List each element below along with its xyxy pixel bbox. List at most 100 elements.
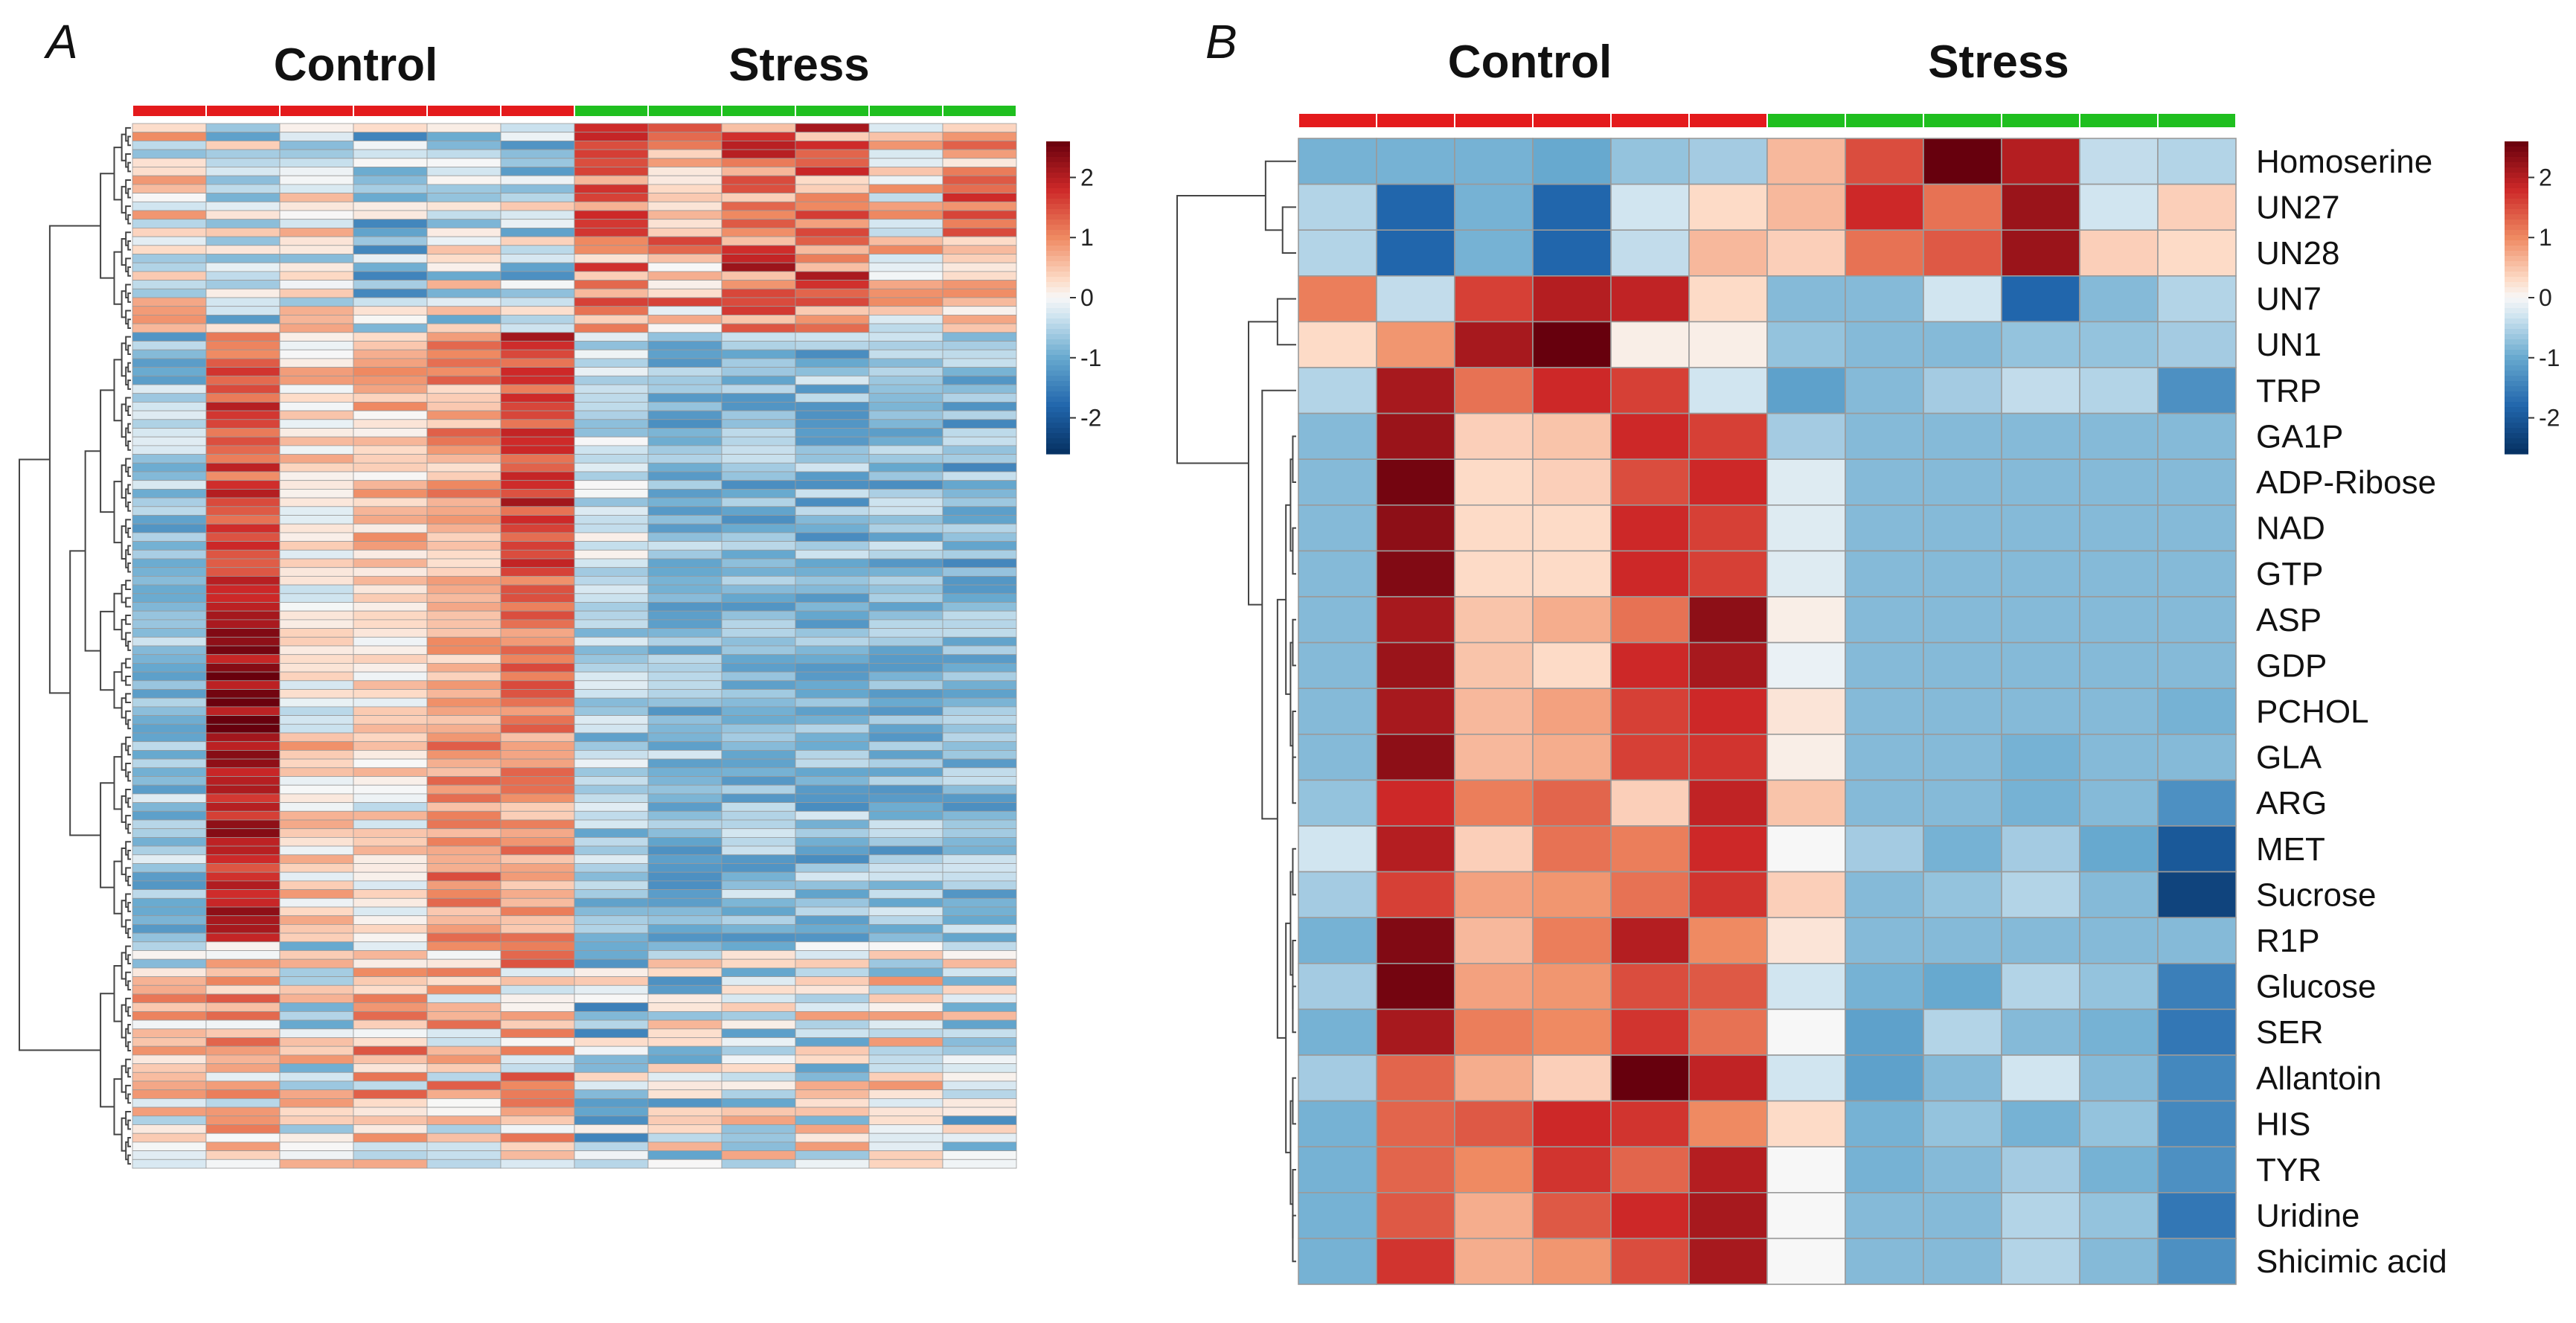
heatmap-cell [2157, 550, 2237, 598]
heatmap-cell [279, 593, 354, 603]
group-annotation-cell [1766, 112, 1846, 129]
heatmap-cell [721, 523, 796, 534]
heatmap-cell [353, 349, 428, 359]
heatmap-cell [205, 1019, 281, 1030]
heatmap-cell [353, 341, 428, 350]
heatmap-cell [279, 880, 354, 891]
heatmap-cell [132, 288, 207, 298]
legend-gradient-segment [1046, 428, 1070, 434]
heatmap-cell [647, 610, 723, 621]
heatmap-cell [132, 906, 207, 917]
heatmap-cell [868, 158, 943, 167]
heatmap-cell [500, 663, 575, 673]
heatmap-cell [353, 314, 428, 324]
heatmap-cell [1532, 1008, 1612, 1056]
heatmap-cell [647, 784, 723, 795]
heatmap-cell [205, 341, 281, 350]
heatmap-cell [426, 175, 502, 185]
heatmap-cell [1610, 1192, 1690, 1240]
heatmap-cell [942, 1037, 1017, 1047]
heatmap-cell [795, 245, 870, 254]
heatmap-cell [205, 1011, 281, 1021]
heatmap-cell [353, 993, 428, 1004]
heatmap-cell [574, 1115, 649, 1125]
heatmap-cell [132, 227, 207, 237]
heatmap-cell [647, 689, 723, 699]
heatmap-cell [721, 619, 796, 630]
legend-gradient-segment [2505, 376, 2528, 382]
heatmap-cell [647, 1037, 723, 1047]
heatmap-cell [205, 332, 281, 342]
heatmap-cell [1766, 550, 1846, 598]
heatmap-cell [574, 810, 649, 821]
heatmap-cell [942, 262, 1017, 272]
heatmap-cell [1532, 917, 1612, 964]
heatmap-cell [426, 1159, 502, 1169]
legend-gradient-segment [2505, 235, 2528, 241]
heatmap-cell [353, 140, 428, 150]
heatmap-cell [2079, 229, 2159, 277]
heatmap-cell [353, 1150, 428, 1160]
heatmap-cell [574, 1045, 649, 1056]
heatmap-cell [279, 306, 354, 315]
heatmap-cell [353, 454, 428, 464]
heatmap-cell [1298, 504, 1377, 552]
heatmap-cell [1610, 1237, 1690, 1285]
row-label: R1P [2256, 923, 2320, 959]
heatmap-cell [1298, 367, 1377, 414]
row-label: MET [2256, 831, 2325, 868]
heatmap-cell [353, 271, 428, 281]
row-label: TYR [2256, 1152, 2322, 1188]
heatmap-cell [500, 210, 575, 220]
heatmap-cell [353, 1098, 428, 1108]
heatmap-cell [574, 454, 649, 464]
heatmap-cell [942, 654, 1017, 664]
heatmap-cell [426, 367, 502, 377]
heatmap-cell [132, 897, 207, 908]
heatmap-cell [2079, 550, 2159, 598]
legend-gradient-segment [2505, 251, 2528, 257]
heatmap-cell [2157, 321, 2237, 368]
legend-gradient-segment [1046, 220, 1070, 225]
heatmap-cell [721, 706, 796, 717]
heatmap-cell [942, 471, 1017, 481]
heatmap-cell [647, 706, 723, 717]
heatmap-cell [1766, 963, 1846, 1010]
heatmap-cell [1688, 688, 1768, 735]
heatmap-cell [426, 924, 502, 934]
heatmap-cell [279, 784, 354, 795]
heatmap-cell [1376, 1100, 1455, 1147]
heatmap-cell [721, 802, 796, 812]
heatmap-cell [721, 271, 796, 281]
heatmap-cell [426, 932, 502, 943]
heatmap-cell [868, 227, 943, 237]
heatmap-cell [279, 167, 354, 176]
heatmap-cell [574, 1037, 649, 1047]
heatmap-cell [353, 358, 428, 368]
heatmap-cell [647, 193, 723, 202]
heatmap-cell [795, 445, 870, 455]
heatmap-cell [1845, 871, 1924, 918]
heatmap-cell [574, 471, 649, 481]
legend-gradient-segment [1046, 272, 1070, 278]
heatmap-cell [795, 297, 870, 307]
heatmap-cell [868, 593, 943, 603]
heatmap-cell [132, 880, 207, 891]
heatmap-cell [500, 897, 575, 908]
heatmap-cell [574, 654, 649, 664]
dendrogram-branch [127, 1006, 131, 1017]
heatmap-cell [721, 863, 796, 873]
dendrogram-branch [1292, 940, 1296, 1010]
heatmap-cell [1766, 917, 1846, 964]
heatmap-cell [426, 280, 502, 289]
heatmap-cell [353, 1141, 428, 1152]
group-annotation-cell [2079, 112, 2159, 129]
heatmap-cell [942, 454, 1017, 464]
heatmap-cell [1298, 458, 1377, 506]
heatmap-cell [353, 689, 428, 699]
heatmap-cell [132, 1133, 207, 1143]
heatmap-cell [942, 480, 1017, 490]
heatmap-cell [942, 393, 1017, 403]
heatmap-cell [132, 706, 207, 717]
heatmap-cell [205, 1037, 281, 1047]
